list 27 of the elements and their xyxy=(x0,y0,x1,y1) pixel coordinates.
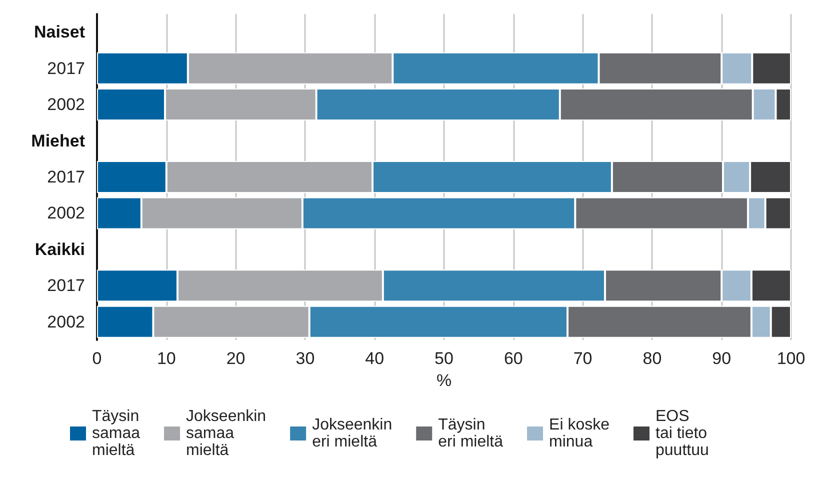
y-tick-label: 2002 xyxy=(47,312,85,332)
legend-label: Jokseenkin samaa mieltä xyxy=(186,408,266,459)
x-tick-label: 90 xyxy=(712,349,732,368)
y-tick-label: 2002 xyxy=(47,204,85,223)
legend-label: Jokseenkin eri mieltä xyxy=(312,416,392,450)
y-tick-label: 2017 xyxy=(47,276,85,296)
y-tick-label: Miehet xyxy=(31,131,86,150)
x-tick-label: 80 xyxy=(642,349,662,368)
x-tick-label: 0 xyxy=(92,349,102,368)
x-tick-label: 50 xyxy=(434,349,454,368)
x-tick-label: 100 xyxy=(776,349,806,368)
legend-label: EOS tai tieto puuttuu xyxy=(655,408,709,459)
x-tick-label: 10 xyxy=(156,349,176,368)
x-tick-label: 30 xyxy=(296,349,315,368)
y-tick-label: Naiset xyxy=(34,22,86,42)
y-tick-label: 2002 xyxy=(47,95,85,114)
x-tick-label: 20 xyxy=(226,349,246,368)
x-tick-label: 60 xyxy=(504,349,523,368)
legend-label: Täysin samaa mieltä xyxy=(92,408,140,459)
x-axis-title: % xyxy=(436,370,452,390)
y-tick-label: 2017 xyxy=(47,168,85,186)
x-tick-label: 70 xyxy=(573,349,592,368)
legend-label: Täysin eri mieltä xyxy=(438,416,504,450)
legend-label: Ei koske minua xyxy=(549,416,610,450)
y-tick-label: 2017 xyxy=(47,58,85,78)
y-tick-label: Kaikki xyxy=(34,240,85,259)
x-tick-label: 40 xyxy=(365,349,384,368)
